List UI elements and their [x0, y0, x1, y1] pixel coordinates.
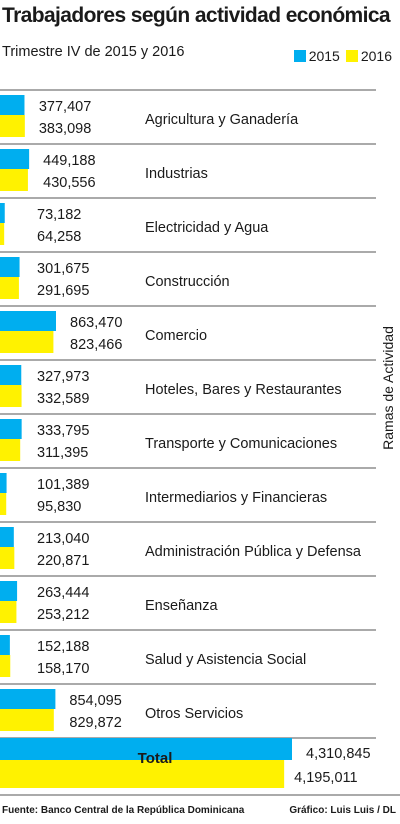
bar-2015: [0, 257, 20, 277]
category-label: Hoteles, Bares y Restaurantes: [145, 382, 342, 398]
total-bar-2016: [0, 760, 285, 788]
value-label-2015: 301,675: [37, 261, 89, 277]
legend-item-2015: 2015: [293, 48, 340, 64]
total-bar-2015: [0, 738, 292, 760]
bar-2016: [0, 439, 21, 461]
value-label-2015: 854,095: [69, 693, 121, 709]
total-label: Total: [138, 750, 173, 767]
category-label: Intermediarios y Financieras: [145, 490, 327, 506]
value-label-2015: 863,470: [70, 315, 122, 331]
bar-2016: [0, 331, 54, 353]
value-label-2015: 449,188: [43, 153, 95, 169]
value-label-2015: 263,444: [37, 585, 89, 601]
total-value-2016: 4,195,011: [294, 770, 357, 786]
value-label-2015: 101,389: [37, 477, 89, 493]
value-label-2015: 73,182: [37, 207, 81, 223]
legend-item-2016: 2016: [345, 48, 392, 64]
bar-2016: [0, 277, 19, 299]
bar-2015: [0, 527, 14, 547]
value-label-2016: 220,871: [37, 553, 89, 569]
value-label-2015: 377,407: [39, 99, 91, 115]
legend: 2015 2016: [288, 48, 392, 64]
value-label-2016: 291,695: [37, 283, 89, 299]
value-label-2016: 311,395: [37, 445, 88, 461]
bar-2016: [0, 709, 54, 731]
value-label-2016: 383,098: [39, 121, 91, 137]
category-label: Electricidad y Agua: [145, 220, 269, 236]
value-label-2016: 253,212: [37, 607, 89, 623]
source-note: Fuente: Banco Central de la República Do…: [2, 805, 245, 816]
legend-swatch-2015: [293, 50, 306, 62]
category-label: Transporte y Comunicaciones: [145, 436, 337, 452]
bar-2016: [0, 115, 25, 137]
bar-2016: [0, 169, 28, 191]
value-label-2015: 333,795: [37, 423, 89, 439]
value-label-2015: 152,188: [37, 639, 89, 655]
legend-swatch-2016: [345, 50, 358, 62]
value-label-2016: 430,556: [43, 175, 95, 191]
total-value-2015: 4,310,845: [306, 746, 371, 762]
value-label-2016: 823,466: [70, 337, 122, 353]
chart-title: Trabajadores según actividad económica: [2, 4, 391, 27]
chart-subtitle: Trimestre IV de 2015 y 2016: [2, 44, 185, 60]
value-label-2016: 158,170: [37, 661, 89, 677]
value-label-2016: 95,830: [37, 499, 81, 515]
value-label-2016: 829,872: [69, 715, 121, 731]
axis-label: Ramas de Actividad: [380, 326, 396, 450]
category-label: Otros Servicios: [145, 706, 243, 722]
bar-2016: [0, 655, 11, 677]
bar-2015: [0, 419, 22, 439]
value-label-2015: 213,040: [37, 531, 89, 547]
bar-2016: [0, 385, 22, 407]
category-label: Comercio: [145, 328, 207, 344]
credit-note: Gráfico: Luis Luis / DL: [289, 805, 396, 816]
bar-2015: [0, 473, 7, 493]
bar-2016: [0, 547, 15, 569]
bar-2015: [0, 365, 22, 385]
category-label: Salud y Asistencia Social: [145, 652, 306, 668]
value-label-2016: 332,589: [37, 391, 89, 407]
bar-2015: [0, 689, 56, 709]
category-label: Administración Pública y Defensa: [145, 544, 362, 560]
value-label-2016: 64,258: [37, 229, 81, 245]
bar-2015: [0, 203, 5, 223]
value-label-2015: 327,973: [37, 369, 89, 385]
bar-2016: [0, 601, 17, 623]
bar-2016: [0, 493, 7, 515]
legend-label-2015: 2015: [308, 48, 340, 64]
category-label: Agricultura y Ganadería: [145, 112, 299, 128]
bar-2015: [0, 311, 56, 331]
category-label: Construcción: [145, 274, 230, 290]
bar-2015: [0, 635, 10, 655]
legend-label-2016: 2016: [360, 48, 392, 64]
category-label: Industrias: [145, 166, 208, 182]
bar-2015: [0, 95, 25, 115]
bar-2015: [0, 581, 18, 601]
bar-2016: [0, 223, 5, 245]
category-label: Enseñanza: [145, 598, 218, 614]
bar-2015: [0, 149, 30, 169]
